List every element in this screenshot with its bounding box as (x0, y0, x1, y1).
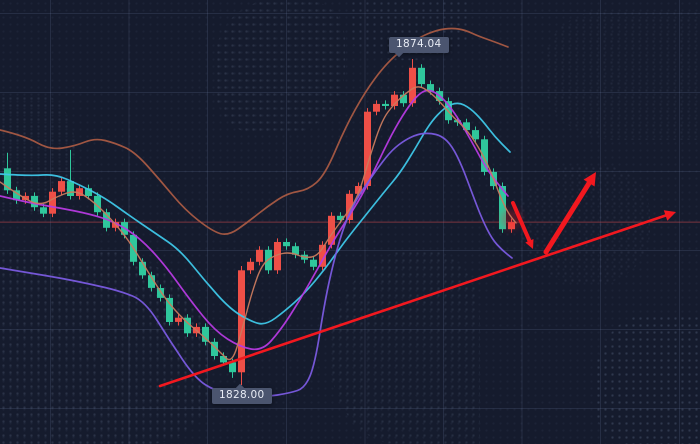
candle (166, 297, 173, 322)
bollinger-upper-band (0, 27, 509, 236)
candle (274, 242, 281, 271)
candle (310, 259, 317, 267)
candle (67, 181, 74, 196)
candle (157, 288, 164, 298)
candle (184, 317, 191, 334)
candle (499, 186, 506, 230)
candle (94, 195, 101, 213)
price-label-high-text: 1874.04 (396, 38, 442, 50)
candle (355, 186, 362, 194)
price-label-high: 1874.04 (389, 37, 449, 58)
candle (175, 317, 182, 322)
candle (31, 195, 38, 208)
pullback-arrow-head (525, 239, 534, 249)
candle (229, 362, 236, 373)
price-label-low-text: 1828.00 (219, 389, 265, 401)
candle (463, 122, 470, 131)
candle (76, 188, 83, 196)
candle (13, 190, 20, 201)
candle (247, 261, 254, 271)
candle (58, 181, 65, 192)
bollinger-lower-band (0, 132, 513, 398)
rising-support-trendline-head (663, 210, 676, 221)
rising-support-trendline-shaft (158, 214, 667, 388)
candle (148, 275, 155, 288)
candle (283, 242, 290, 247)
candle (328, 215, 335, 245)
candle (49, 191, 56, 214)
candle (373, 103, 380, 112)
candle (85, 188, 92, 196)
map-dots-patch (595, 315, 700, 444)
candle (139, 261, 146, 276)
candle (202, 326, 209, 342)
candle (427, 84, 434, 92)
candle (292, 246, 299, 255)
map-dots-patch (545, 10, 700, 140)
price-label-low: 1828.00 (212, 383, 272, 404)
candle (211, 341, 218, 356)
candle (4, 168, 11, 191)
indicator-lines-layer (0, 27, 517, 398)
ma-cyan (0, 102, 511, 325)
candle (400, 94, 407, 104)
trend-annotations-layer (158, 172, 676, 388)
candle (481, 139, 488, 172)
candle (319, 244, 326, 267)
map-dots-patch (330, 250, 480, 444)
candle (391, 94, 398, 106)
candle (472, 130, 479, 140)
candle (418, 67, 425, 85)
pullback-arrow-shaft (511, 201, 532, 243)
candle (238, 270, 245, 373)
candle (337, 215, 344, 220)
candle (40, 207, 47, 214)
candle (409, 67, 416, 104)
ma-magenta (0, 89, 509, 351)
map-dots-patch (215, 0, 345, 135)
candle (346, 193, 353, 220)
candle (382, 103, 389, 106)
ma-fast-salmon (0, 86, 517, 361)
breakout-arrow-head (583, 172, 596, 187)
candle (256, 249, 263, 262)
candle (364, 111, 371, 186)
breakout-arrow-shaft (543, 180, 592, 255)
candle (220, 356, 227, 363)
